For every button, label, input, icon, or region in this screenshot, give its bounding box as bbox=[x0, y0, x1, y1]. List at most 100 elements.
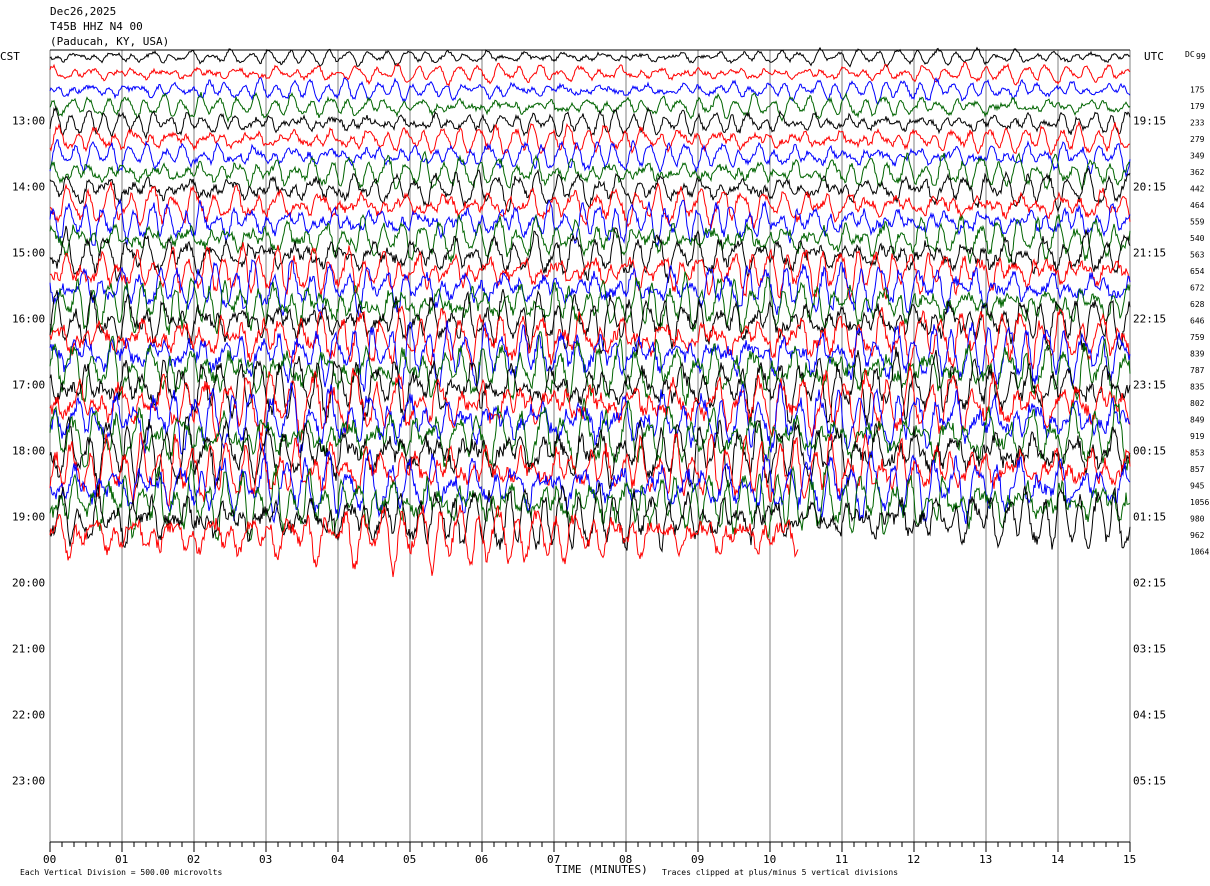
x-tick-label: 00 bbox=[43, 853, 56, 866]
trace-line bbox=[49, 382, 1131, 463]
dc-offset-label: 802 bbox=[1190, 399, 1205, 408]
trace-line bbox=[49, 430, 1131, 507]
x-tick-label: 08 bbox=[619, 853, 632, 866]
dc-offset-label: 179 bbox=[1190, 102, 1205, 111]
dc-offset-label: 853 bbox=[1190, 449, 1205, 458]
x-tick-label: 15 bbox=[1123, 853, 1136, 866]
x-axis-title: TIME (MINUTES) bbox=[555, 863, 648, 876]
trace-layer bbox=[49, 46, 1131, 578]
x-tick-label: 05 bbox=[403, 853, 416, 866]
dc-offset-label: 1056 bbox=[1190, 498, 1209, 507]
right-hour-label: 04:15 bbox=[1133, 708, 1166, 721]
header-location: (Paducah, KY, USA) bbox=[50, 35, 170, 48]
dc-offset-label: 1064 bbox=[1190, 548, 1209, 557]
dc-offset-label: 672 bbox=[1190, 284, 1205, 293]
dc-offset-label: 563 bbox=[1190, 251, 1205, 260]
left-hour-label: 13:00 bbox=[12, 114, 45, 127]
trace-line bbox=[49, 398, 1131, 473]
header-date: Dec26,2025 bbox=[50, 5, 117, 18]
right-hour-label: 03:15 bbox=[1133, 642, 1166, 655]
dc-offset-label: 787 bbox=[1190, 366, 1205, 375]
left-hour-label: 19:00 bbox=[12, 510, 45, 523]
left-hour-label: 14:00 bbox=[12, 180, 45, 193]
trace-line bbox=[49, 46, 1131, 68]
dc-label: DC bbox=[1185, 50, 1195, 59]
dc-offset-label: 759 bbox=[1190, 333, 1205, 342]
left-zone-label: CST bbox=[0, 50, 20, 63]
dc-offset-label: 349 bbox=[1190, 152, 1205, 161]
dc-offset-label: 835 bbox=[1190, 383, 1205, 392]
dc-offset-label: 646 bbox=[1190, 317, 1205, 326]
right-hour-label: 21:15 bbox=[1133, 246, 1166, 259]
x-tick-label: 06 bbox=[475, 853, 488, 866]
trace-line bbox=[49, 415, 1131, 491]
trace-line bbox=[49, 320, 1131, 392]
right-hour-label: 22:15 bbox=[1133, 312, 1166, 325]
dc-offset-label: 654 bbox=[1190, 267, 1205, 276]
dc-offset-label: 962 bbox=[1190, 531, 1205, 540]
dc-offset-label: 945 bbox=[1190, 482, 1205, 491]
trace-line bbox=[49, 181, 1131, 229]
x-tick-label: 07 bbox=[547, 853, 560, 866]
right-hour-label: 05:15 bbox=[1133, 774, 1166, 787]
x-tick-label: 10 bbox=[763, 853, 776, 866]
trace-line bbox=[49, 167, 1131, 213]
trace-line bbox=[49, 460, 1131, 542]
trace-line bbox=[49, 242, 1131, 302]
grid-layer bbox=[49, 49, 1131, 842]
trace-line bbox=[49, 259, 1131, 319]
left-hour-label: 16:00 bbox=[12, 312, 45, 325]
x-tick-label: 01 bbox=[115, 853, 128, 866]
dc-offset-label: 233 bbox=[1190, 119, 1205, 128]
trace-line bbox=[49, 61, 1131, 87]
trace-line bbox=[49, 76, 1131, 105]
x-tick-label: 12 bbox=[907, 853, 920, 866]
dc-offset-label: 628 bbox=[1190, 300, 1205, 309]
dc-offset-label: 442 bbox=[1190, 185, 1205, 194]
trace-line bbox=[49, 120, 1131, 156]
scale-note: Each Vertical Division = 500.00 microvol… bbox=[20, 868, 222, 877]
x-tick-label: 11 bbox=[835, 853, 848, 866]
right-hour-label: 02:15 bbox=[1133, 576, 1166, 589]
x-tick-label: 14 bbox=[1051, 853, 1065, 866]
dc-offset-label: 175 bbox=[1190, 86, 1205, 95]
trace-line bbox=[49, 365, 1131, 443]
left-hour-label: 17:00 bbox=[12, 378, 45, 391]
right-hour-label: 19:15 bbox=[1133, 114, 1166, 127]
trace-line bbox=[49, 305, 1131, 371]
dc-offset-label: 559 bbox=[1190, 218, 1205, 227]
left-hour-label: 18:00 bbox=[12, 444, 45, 457]
left-hour-label: 23:00 bbox=[12, 774, 45, 787]
trace-line bbox=[49, 331, 1131, 407]
right-hour-label: 00:15 bbox=[1133, 444, 1166, 457]
header-station: T45B HHZ N4 00 bbox=[50, 20, 143, 33]
dc-offset-label: 279 bbox=[1190, 135, 1205, 144]
axis-layer: 00 01 02 03 04 05 06 07 08 09 10 11 12 13 14 15 13:00 14:… bbox=[12, 52, 1209, 866]
left-hour-label: 20:00 bbox=[12, 576, 45, 589]
dc-offset-label: 362 bbox=[1190, 168, 1205, 177]
dc-offset-label: 540 bbox=[1190, 234, 1205, 243]
x-tick-label: 13 bbox=[979, 853, 992, 866]
right-hour-label: 20:15 bbox=[1133, 180, 1166, 193]
right-hour-label: 23:15 bbox=[1133, 378, 1166, 391]
dc-offset-label: 99 bbox=[1196, 52, 1206, 61]
trace-line bbox=[49, 105, 1131, 140]
x-tick-label: 03 bbox=[259, 853, 272, 866]
dc-offset-label: 839 bbox=[1190, 350, 1205, 359]
trace-line bbox=[49, 482, 1131, 553]
dc-offset-label: 464 bbox=[1190, 201, 1205, 210]
x-tick-label: 02 bbox=[187, 853, 200, 866]
dc-offset-label: 857 bbox=[1190, 465, 1205, 474]
x-tick-label: 04 bbox=[331, 853, 345, 866]
trace-line bbox=[49, 91, 1131, 124]
left-hour-label: 22:00 bbox=[12, 708, 45, 721]
right-hour-label: 01:15 bbox=[1133, 510, 1166, 523]
trace-line bbox=[49, 504, 799, 578]
trace-line bbox=[49, 138, 1131, 178]
trace-line bbox=[49, 150, 1131, 192]
dc-offset-label: 980 bbox=[1190, 515, 1205, 524]
right-zone-label: UTC bbox=[1144, 50, 1164, 63]
trace-line bbox=[49, 198, 1131, 248]
dc-offset-label: 919 bbox=[1190, 432, 1205, 441]
